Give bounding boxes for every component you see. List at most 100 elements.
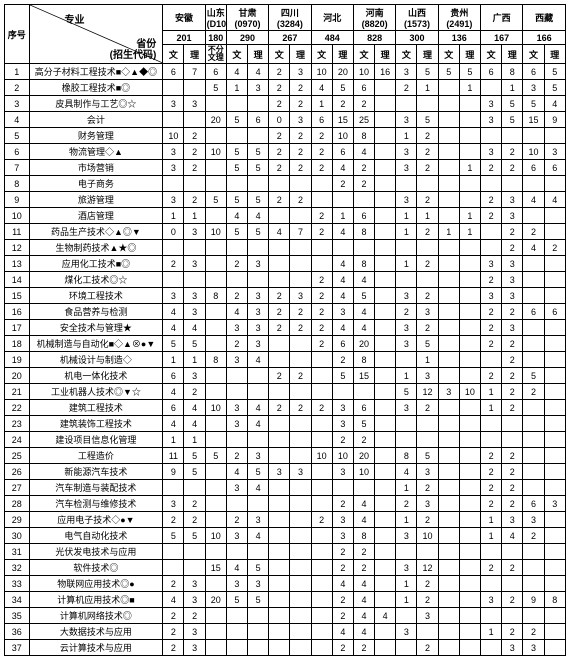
data-cell bbox=[290, 240, 311, 256]
data-cell: 1 bbox=[184, 208, 205, 224]
data-cell bbox=[523, 416, 544, 432]
data-cell: 2 bbox=[353, 96, 374, 112]
data-cell: 2 bbox=[269, 64, 290, 80]
table-row: 24建设项目信息化管理1122 bbox=[5, 432, 566, 448]
data-cell bbox=[523, 400, 544, 416]
data-cell: 3 bbox=[502, 192, 523, 208]
data-cell: 2 bbox=[311, 224, 332, 240]
data-cell: 2 bbox=[184, 192, 205, 208]
data-cell bbox=[438, 112, 459, 128]
data-cell bbox=[523, 336, 544, 352]
data-cell: 3 bbox=[226, 416, 247, 432]
data-cell bbox=[375, 128, 396, 144]
data-cell bbox=[438, 336, 459, 352]
data-cell: 2 bbox=[163, 512, 184, 528]
data-cell: 10 bbox=[205, 528, 226, 544]
data-cell bbox=[269, 336, 290, 352]
major-cell: 物流管理◇▲ bbox=[29, 144, 163, 160]
data-cell bbox=[226, 496, 247, 512]
data-cell bbox=[269, 176, 290, 192]
data-cell bbox=[438, 96, 459, 112]
data-cell bbox=[248, 368, 269, 384]
data-cell bbox=[396, 352, 417, 368]
data-cell bbox=[269, 592, 290, 608]
data-cell bbox=[438, 448, 459, 464]
data-cell bbox=[459, 448, 480, 464]
data-cell bbox=[163, 112, 184, 128]
data-cell: 5 bbox=[353, 416, 374, 432]
data-cell: 6 bbox=[332, 144, 353, 160]
data-cell bbox=[438, 560, 459, 576]
data-cell bbox=[311, 560, 332, 576]
data-cell bbox=[523, 272, 544, 288]
data-cell bbox=[375, 160, 396, 176]
data-cell bbox=[544, 640, 565, 656]
data-cell: 2 bbox=[417, 512, 438, 528]
data-cell: 2 bbox=[523, 624, 544, 640]
data-cell: 3 bbox=[248, 320, 269, 336]
data-cell: 8 bbox=[353, 256, 374, 272]
data-cell: 3 bbox=[396, 560, 417, 576]
serial-cell: 30 bbox=[5, 528, 30, 544]
data-cell: 2 bbox=[417, 128, 438, 144]
data-cell: 9 bbox=[523, 592, 544, 608]
data-cell: 3 bbox=[332, 416, 353, 432]
serial-cell: 21 bbox=[5, 384, 30, 400]
data-cell bbox=[396, 96, 417, 112]
data-cell bbox=[269, 352, 290, 368]
data-cell: 4 bbox=[523, 192, 544, 208]
serial-cell: 7 bbox=[5, 160, 30, 176]
data-cell bbox=[290, 432, 311, 448]
data-cell: 1 bbox=[396, 256, 417, 272]
data-cell: 2 bbox=[417, 400, 438, 416]
data-cell: 9 bbox=[544, 112, 565, 128]
major-cell: 环境工程技术 bbox=[29, 288, 163, 304]
data-cell: 5 bbox=[353, 288, 374, 304]
data-cell bbox=[375, 352, 396, 368]
data-cell: 2 bbox=[481, 560, 502, 576]
data-cell: 6 bbox=[353, 80, 374, 96]
data-cell: 5 bbox=[205, 80, 226, 96]
table-row: 27汽车制造与装配技术341222 bbox=[5, 480, 566, 496]
data-cell bbox=[375, 80, 396, 96]
data-cell: 2 bbox=[417, 256, 438, 272]
data-cell: 2 bbox=[353, 176, 374, 192]
data-cell bbox=[205, 416, 226, 432]
data-cell: 3 bbox=[396, 112, 417, 128]
data-cell bbox=[523, 320, 544, 336]
data-cell: 3 bbox=[184, 368, 205, 384]
data-cell: 4 bbox=[163, 320, 184, 336]
data-cell: 10 bbox=[205, 400, 226, 416]
data-cell: 4 bbox=[248, 480, 269, 496]
data-cell bbox=[459, 288, 480, 304]
data-cell: 2 bbox=[481, 192, 502, 208]
data-cell bbox=[332, 480, 353, 496]
data-cell: 3 bbox=[417, 464, 438, 480]
data-cell bbox=[375, 304, 396, 320]
data-cell bbox=[523, 448, 544, 464]
province-code: 180 bbox=[205, 31, 226, 45]
data-cell: 2 bbox=[523, 384, 544, 400]
table-row: 19机械设计与制造◇118342812 bbox=[5, 352, 566, 368]
data-cell: 5 bbox=[248, 560, 269, 576]
data-cell: 2 bbox=[163, 608, 184, 624]
data-cell: 2 bbox=[290, 128, 311, 144]
sub-wen: 文 bbox=[396, 45, 417, 64]
table-row: 10酒店管理114421611123 bbox=[5, 208, 566, 224]
data-cell bbox=[269, 640, 290, 656]
data-cell: 3 bbox=[184, 640, 205, 656]
data-cell: 5 bbox=[184, 448, 205, 464]
data-cell bbox=[269, 624, 290, 640]
data-cell bbox=[375, 192, 396, 208]
table-row: 2橡胶工程技术■◎51322456211135 bbox=[5, 80, 566, 96]
data-cell bbox=[290, 608, 311, 624]
serial-cell: 2 bbox=[5, 80, 30, 96]
data-cell bbox=[353, 240, 374, 256]
data-cell: 5 bbox=[396, 384, 417, 400]
data-cell: 2 bbox=[353, 432, 374, 448]
data-cell bbox=[269, 448, 290, 464]
sub-li: 理 bbox=[502, 45, 523, 64]
data-cell bbox=[290, 496, 311, 512]
data-cell: 2 bbox=[332, 432, 353, 448]
data-cell: 4 bbox=[163, 304, 184, 320]
